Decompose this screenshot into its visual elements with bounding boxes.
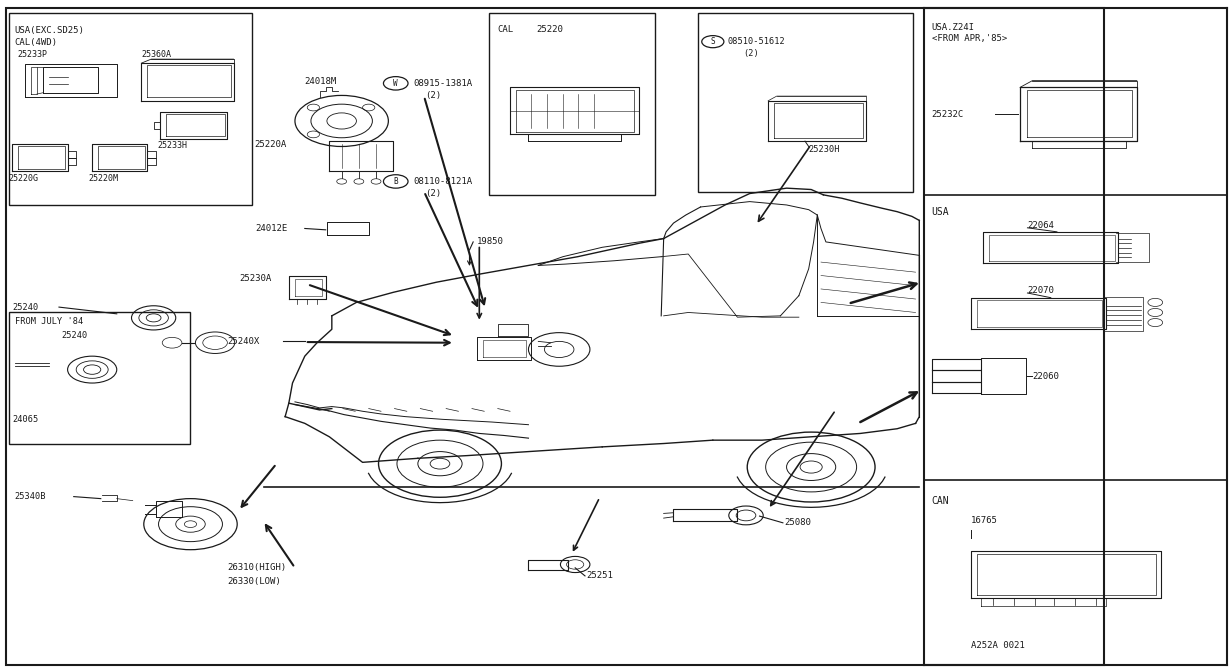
Text: 26310(HIGH): 26310(HIGH) bbox=[227, 563, 286, 573]
Text: 25080: 25080 bbox=[784, 518, 811, 528]
Bar bbox=[6, 8, 1104, 665]
Text: CAN: CAN bbox=[932, 496, 949, 505]
Text: 25220M: 25220M bbox=[88, 173, 118, 183]
Text: 25340B: 25340B bbox=[15, 492, 47, 501]
Text: 25230H: 25230H bbox=[809, 144, 841, 154]
Bar bbox=[489, 13, 655, 195]
Text: 25360A: 25360A bbox=[141, 50, 171, 59]
Text: 24065: 24065 bbox=[12, 415, 38, 425]
Text: S: S bbox=[710, 37, 715, 46]
Text: USA: USA bbox=[932, 207, 949, 216]
Text: 08915-1381A: 08915-1381A bbox=[413, 79, 472, 88]
Text: A252A 0021: A252A 0021 bbox=[971, 640, 1025, 650]
Text: 26330(LOW): 26330(LOW) bbox=[227, 577, 281, 586]
Text: <FROM APR,'85>: <FROM APR,'85> bbox=[932, 34, 1007, 43]
Text: 22070: 22070 bbox=[1027, 286, 1054, 296]
Text: 08110-8121A: 08110-8121A bbox=[413, 177, 472, 186]
Text: 25251: 25251 bbox=[586, 571, 613, 581]
Text: (2): (2) bbox=[425, 189, 441, 198]
Bar bbox=[698, 13, 913, 192]
Text: 24018M: 24018M bbox=[305, 77, 337, 87]
Text: 24012E: 24012E bbox=[256, 224, 288, 233]
Text: (2): (2) bbox=[425, 91, 441, 100]
Text: (2): (2) bbox=[744, 49, 760, 58]
Text: USA(EXC.SD25): USA(EXC.SD25) bbox=[15, 26, 85, 35]
Text: USA.Z24I: USA.Z24I bbox=[932, 23, 975, 32]
Text: 22064: 22064 bbox=[1027, 221, 1054, 230]
Text: 19850: 19850 bbox=[477, 237, 504, 247]
Text: 25220G: 25220G bbox=[9, 173, 38, 183]
Text: 25240: 25240 bbox=[12, 302, 38, 312]
Bar bbox=[9, 312, 190, 444]
Text: 25220A: 25220A bbox=[254, 140, 286, 149]
Text: 16765: 16765 bbox=[971, 516, 998, 526]
Text: 25220: 25220 bbox=[536, 25, 563, 34]
Bar bbox=[9, 13, 252, 205]
Text: FROM JULY '84: FROM JULY '84 bbox=[15, 317, 84, 326]
Text: 08510-51612: 08510-51612 bbox=[728, 37, 785, 46]
Text: 22060: 22060 bbox=[1032, 372, 1059, 381]
Text: 25232C: 25232C bbox=[932, 110, 964, 119]
Text: CAL: CAL bbox=[498, 25, 514, 34]
Text: B: B bbox=[393, 177, 398, 186]
Text: 25233H: 25233H bbox=[157, 140, 187, 150]
Text: CAL(4WD): CAL(4WD) bbox=[15, 38, 58, 46]
Text: 25240: 25240 bbox=[61, 331, 87, 341]
Text: 25230A: 25230A bbox=[240, 274, 272, 284]
Text: W: W bbox=[393, 79, 398, 88]
Text: 25233P: 25233P bbox=[17, 50, 47, 59]
Text: 25240X: 25240X bbox=[227, 337, 259, 346]
